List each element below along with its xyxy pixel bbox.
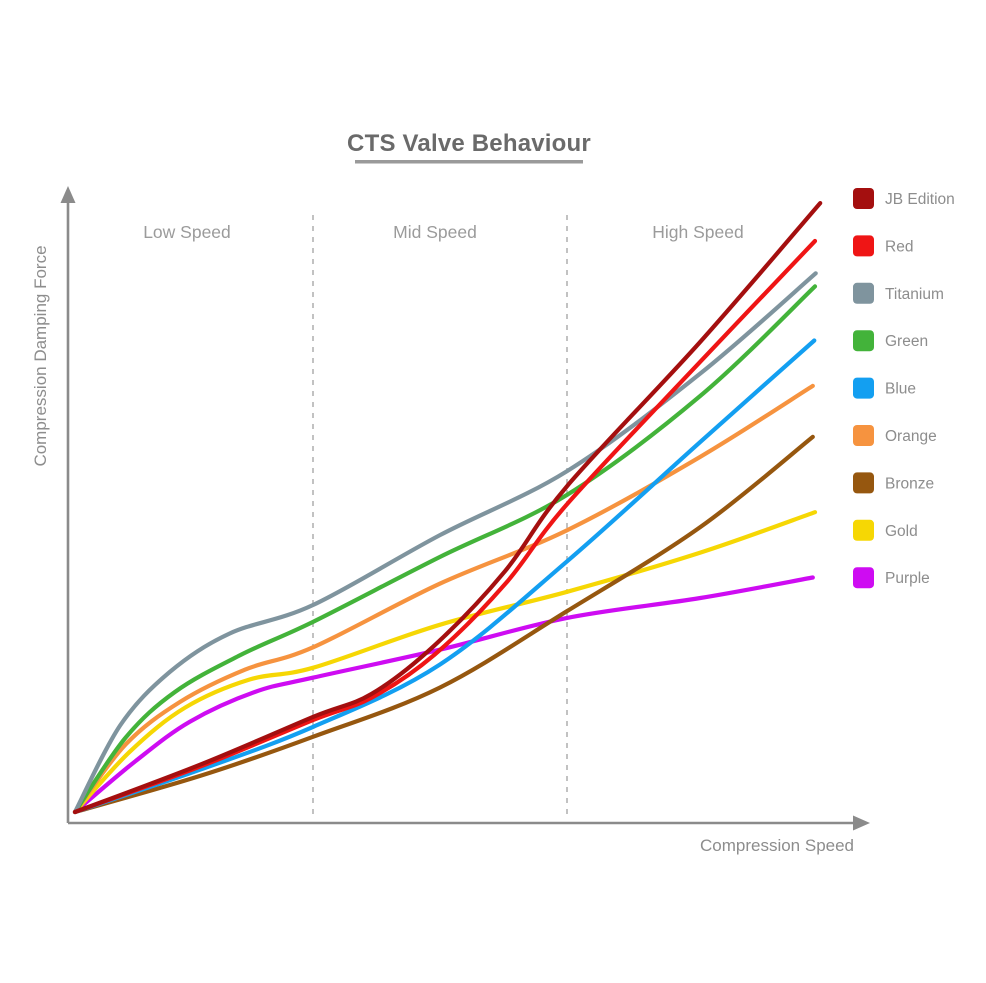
legend-label-bronze: Bronze bbox=[885, 475, 934, 492]
legend-swatch-jb-edition bbox=[853, 188, 874, 209]
legend-label-red: Red bbox=[885, 238, 913, 255]
title-underline bbox=[355, 160, 583, 164]
legend-swatch-green bbox=[853, 330, 874, 352]
legend-label-titanium: Titanium bbox=[885, 286, 944, 303]
legend-label-orange: Orange bbox=[885, 428, 937, 445]
legend-label-blue: Blue bbox=[885, 381, 916, 398]
x-axis-arrow-icon bbox=[853, 815, 870, 831]
series-line-blue bbox=[72, 338, 817, 815]
legend-swatch-orange bbox=[853, 425, 874, 446]
legend-swatch-blue bbox=[853, 377, 874, 399]
series-line-bronze bbox=[72, 434, 815, 815]
legend-swatch-bronze bbox=[853, 472, 874, 494]
series-line-jb-edition bbox=[72, 201, 823, 815]
y-axis-label: Compression Damping Force bbox=[31, 245, 50, 466]
series-line-orange bbox=[72, 383, 815, 815]
zone-label-low: Low Speed bbox=[143, 222, 231, 242]
series-line-titanium bbox=[72, 271, 818, 815]
zone-label-mid: Mid Speed bbox=[393, 222, 477, 242]
legend: JB Edition Red Titanium Green Blue Orange Bron… bbox=[853, 188, 955, 589]
legend-label-gold: Gold bbox=[885, 523, 918, 540]
legend-swatch-red bbox=[853, 235, 874, 257]
series-line-green bbox=[72, 284, 818, 815]
legend-label-jb-edition: JB Edition bbox=[885, 191, 955, 208]
series-line-gold bbox=[72, 510, 818, 815]
legend-swatch-titanium bbox=[853, 282, 874, 304]
legend-label-green: Green bbox=[885, 333, 928, 350]
zone-label-high: High Speed bbox=[652, 222, 743, 242]
y-axis-arrow-icon bbox=[60, 186, 76, 203]
series-lines bbox=[72, 201, 823, 815]
x-axis-label: Compression Speed bbox=[700, 836, 854, 855]
series-line-purple bbox=[72, 575, 815, 815]
legend-label-purple: Purple bbox=[885, 570, 930, 587]
chart-title: CTS Valve Behaviour bbox=[347, 130, 591, 157]
legend-swatch-gold bbox=[853, 519, 874, 541]
legend-swatch-purple bbox=[853, 567, 874, 589]
